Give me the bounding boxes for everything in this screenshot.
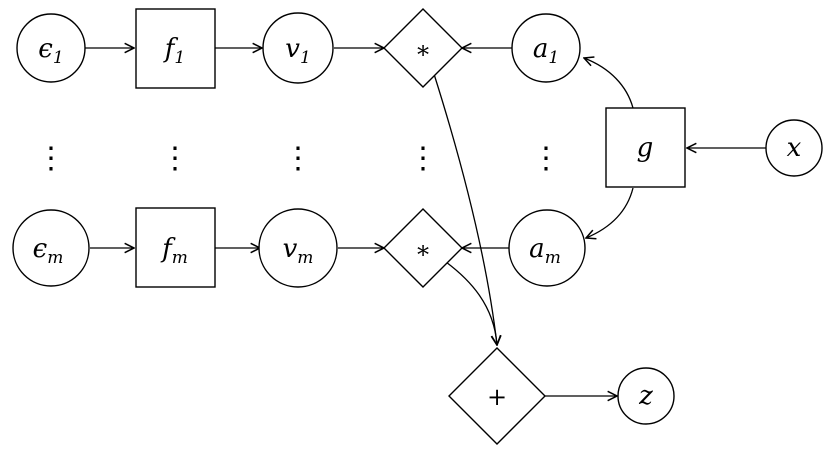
ellipsis-f: ⋮ [160, 141, 190, 176]
node-g-label: g [637, 133, 654, 163]
node-g: g [605, 107, 686, 188]
node-mulm: ∗ [383, 208, 463, 288]
node-am: am [508, 209, 586, 287]
node-plus-label: + [487, 383, 507, 411]
node-mul1: ∗ [383, 8, 463, 88]
node-z: z [617, 367, 675, 425]
ellipsis-v: ⋮ [283, 141, 313, 176]
node-mul1-label: ∗ [415, 36, 431, 64]
ellipsis-mul: ⋮ [408, 141, 438, 176]
ellipsis-eps: ⋮ [36, 141, 66, 176]
node-v1-label: v1 [285, 34, 311, 68]
node-a1-label: a1 [533, 34, 559, 68]
node-epsm-label: ϵm [33, 234, 64, 268]
node-a1: a1 [511, 13, 581, 83]
node-fm: fm [135, 207, 216, 288]
edges [85, 48, 766, 396]
node-eps1: ϵ1 [16, 13, 86, 83]
node-z-label: z [638, 381, 653, 411]
node-epsm: ϵm [12, 209, 90, 287]
node-eps1-label: ϵ1 [38, 34, 63, 68]
node-f1: f1 [135, 8, 216, 89]
edge-mulm-plus [445, 261, 497, 345]
edge-g-am [586, 187, 634, 238]
node-vm-label: vm [283, 234, 314, 268]
node-x: x [765, 119, 823, 177]
edge-mul1-plus [433, 73, 497, 345]
ellipsis-row: ⋮ ⋮ ⋮ ⋮ ⋮ [36, 141, 561, 176]
node-plus: + [448, 347, 546, 445]
node-am-label: am [529, 234, 561, 268]
node-v1: v1 [262, 12, 334, 84]
node-x-label: x [787, 133, 802, 163]
node-vm: vm [258, 208, 338, 288]
ellipsis-a: ⋮ [531, 141, 561, 176]
node-mulm-label: ∗ [415, 236, 431, 264]
edge-g-a1 [584, 58, 634, 109]
